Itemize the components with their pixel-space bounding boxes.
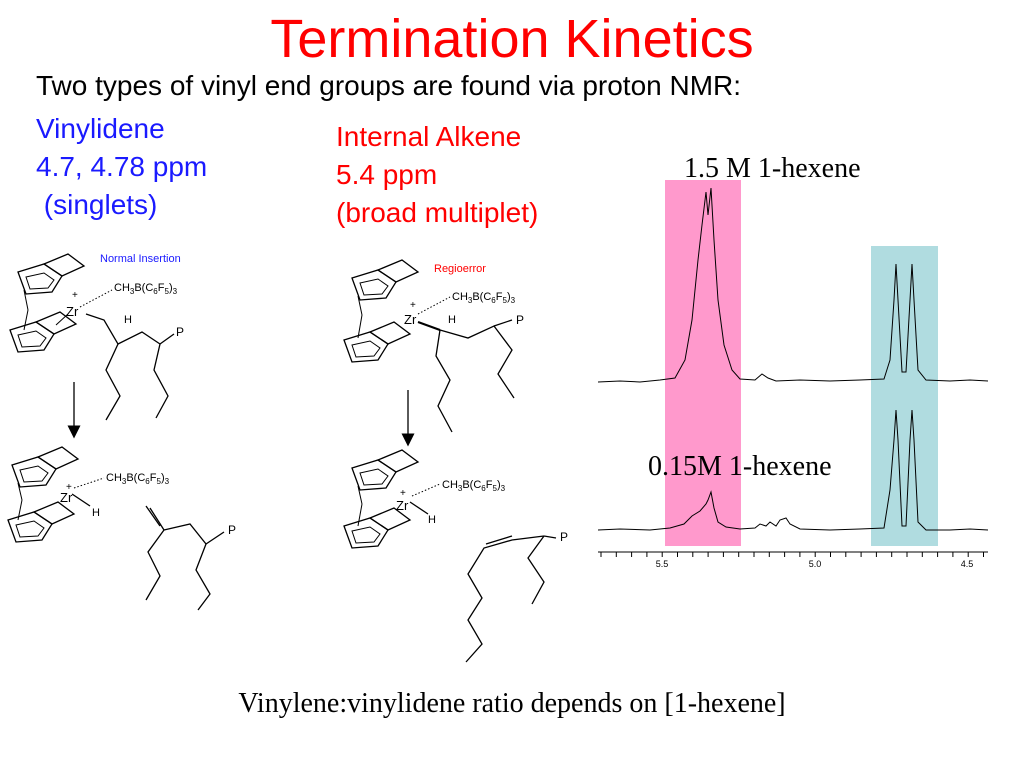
- tick-label-4.5: 4.5: [961, 559, 974, 569]
- spectrum-high-concentration: [597, 187, 989, 383]
- tick-label-5.5: 5.5: [656, 559, 669, 569]
- polymer-p-label: P: [176, 325, 184, 339]
- counterion-label: CH3B(C6F5)3: [452, 291, 516, 305]
- vinylidene-note: (singlets): [36, 189, 158, 220]
- catalyst-regio-bottom: Zr + H P CH3B(C6F5)3: [343, 449, 568, 663]
- svg-text:H: H: [92, 507, 100, 519]
- h-label: H: [124, 314, 132, 326]
- spectrum-low-concentration: [597, 409, 989, 531]
- counterion-label: CH3B(C6F5)3: [442, 479, 506, 493]
- svg-text:+: +: [66, 482, 72, 493]
- high-concentration-label: 1.5 M 1-hexene: [684, 153, 861, 184]
- internal-alkene-block: Internal Alkene 5.4 ppm (broad multiplet…: [336, 118, 538, 232]
- svg-text:Zr: Zr: [404, 312, 417, 327]
- vinylidene-block: Vinylidene 4.7, 4.78 ppm (singlets): [36, 110, 207, 224]
- svg-text:P: P: [516, 313, 524, 327]
- svg-text:+: +: [400, 488, 406, 499]
- internal-alkene-note: (broad multiplet): [336, 197, 539, 228]
- svg-text:H: H: [448, 314, 456, 326]
- catalyst-regio-top: Zr + H P Regioerror CH3B(C6F5)3: [343, 259, 524, 433]
- vinylidene-name: Vinylidene: [36, 113, 165, 144]
- counterion-label: CH3B(C6F5)3: [114, 282, 178, 296]
- reaction-schemes: Zr + H P Normal Insertion CH3B(C6F5)3 Zr…: [7, 253, 568, 663]
- svg-text:Zr: Zr: [60, 490, 73, 505]
- tick-label-5.0: 5.0: [809, 559, 822, 569]
- svg-text:H: H: [428, 514, 436, 526]
- zr-label: Zr: [66, 304, 79, 319]
- slide-subtitle: Two types of vinyl end groups are found …: [36, 70, 742, 101]
- vinylidene-shift: 4.7, 4.78 ppm: [36, 151, 208, 182]
- regioerror-label: Regioerror: [434, 263, 486, 275]
- internal-alkene-shift: 5.4 ppm: [336, 159, 438, 190]
- slide-caption: Vinylene:vinylidene ratio depends on [1-…: [238, 688, 786, 719]
- ppm-axis: 5.5 5.0 4.5: [598, 551, 988, 569]
- low-concentration-label: 0.15M 1-hexene: [648, 451, 832, 482]
- vinylidene-band: [871, 246, 938, 546]
- svg-text:+: +: [410, 300, 416, 311]
- internal-alkene-name: Internal Alkene: [336, 121, 522, 152]
- catalyst-normal-top: Zr + H P Normal Insertion CH3B(C6F5)3: [9, 253, 184, 421]
- svg-text:Zr: Zr: [396, 498, 409, 513]
- svg-text:P: P: [560, 530, 568, 544]
- normal-insertion-label: Normal Insertion: [100, 253, 181, 265]
- zr-plus: +: [72, 290, 78, 301]
- slide-title: Termination Kinetics: [270, 9, 754, 69]
- counterion-label: CH3B(C6F5)3: [106, 472, 170, 486]
- internal-alkene-band: [665, 180, 741, 546]
- catalyst-normal-bottom: Zr + H P CH3B(C6F5)3: [7, 446, 236, 611]
- svg-text:P: P: [228, 523, 236, 537]
